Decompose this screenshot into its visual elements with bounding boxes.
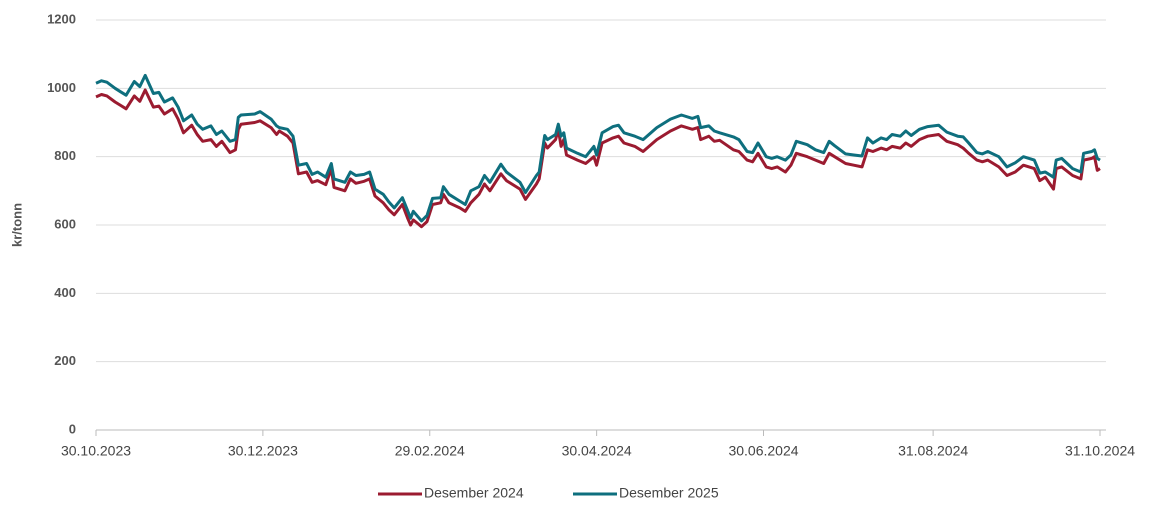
y-tick-label: 1000 bbox=[47, 80, 76, 95]
y-tick-label: 1200 bbox=[47, 11, 76, 26]
x-tick-label: 30.12.2023 bbox=[228, 443, 298, 459]
y-tick-label: 200 bbox=[54, 353, 76, 368]
y-tick-label: 0 bbox=[69, 421, 76, 436]
line-series bbox=[95, 88, 1101, 229]
legend-label: Desember 2024 bbox=[424, 485, 524, 501]
legend-label: Desember 2025 bbox=[619, 485, 719, 501]
x-tick-label: 31.10.2024 bbox=[1065, 443, 1135, 459]
y-tick-label: 400 bbox=[54, 285, 76, 300]
x-tick-label: 30.10.2023 bbox=[61, 443, 131, 459]
line-series bbox=[95, 73, 1101, 223]
x-tick-label: 31.08.2024 bbox=[898, 443, 968, 459]
x-tick-label: 30.06.2024 bbox=[728, 443, 798, 459]
x-tick-label: 30.04.2024 bbox=[562, 443, 632, 459]
y-tick-label: 800 bbox=[54, 148, 76, 163]
x-tick-label: 29.02.2024 bbox=[395, 443, 465, 459]
y-axis-label: kr/tonn bbox=[9, 203, 24, 247]
y-tick-label: 600 bbox=[54, 216, 76, 231]
